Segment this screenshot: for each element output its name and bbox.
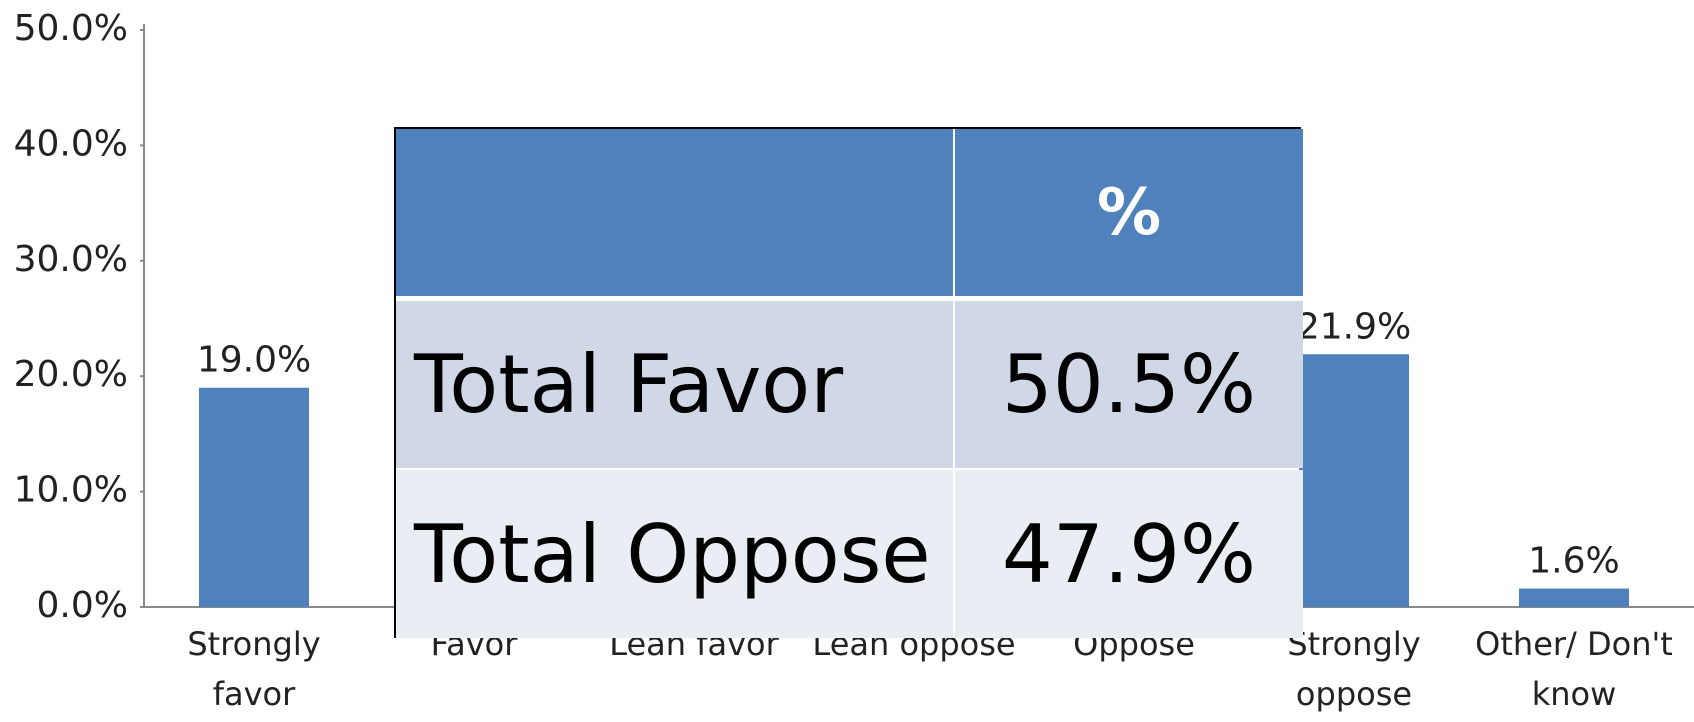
row-label: Total Favor <box>396 301 955 468</box>
bar <box>199 387 309 607</box>
x-tick-label: Strongly oppose <box>1287 625 1421 713</box>
row-value: 50.5% <box>955 301 1303 468</box>
value-label: 19.0% <box>197 340 311 381</box>
y-tick-label: 10.0% <box>14 470 128 511</box>
y-tick-label: 30.0% <box>14 239 128 280</box>
row-value: 47.9% <box>955 470 1303 638</box>
bar <box>1299 354 1409 607</box>
x-tick-label: Strongly favor <box>187 625 321 713</box>
y-tick-label: 40.0% <box>14 123 128 164</box>
value-label: 1.6% <box>1528 541 1619 582</box>
header-cell: % <box>955 129 1303 296</box>
y-tick-label: 50.0% <box>14 8 128 49</box>
y-tick-label: 0.0% <box>37 585 128 626</box>
summary-table: % Total Favor 50.5% Total Oppose 47.9% <box>394 127 1303 638</box>
x-tick-label: Other/ Don't know <box>1475 625 1673 713</box>
bar <box>1519 588 1629 607</box>
value-label: 21.9% <box>1297 306 1411 347</box>
row-label: Total Oppose <box>396 470 955 638</box>
y-tick-label: 20.0% <box>14 354 128 395</box>
header-cell <box>396 129 955 296</box>
